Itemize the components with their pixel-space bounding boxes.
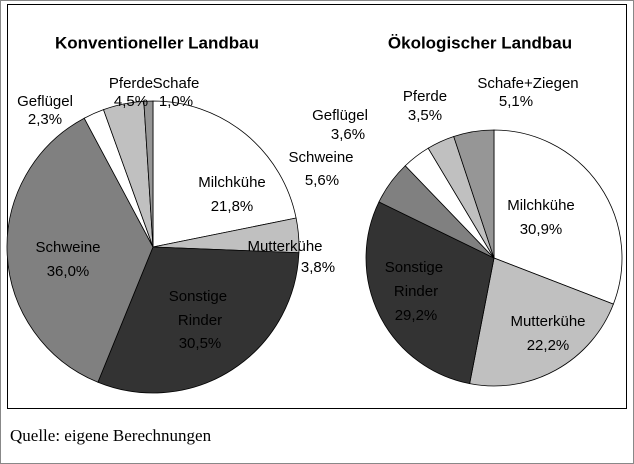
slice-label: Schweine (35, 239, 100, 256)
value-label: 5,1% (499, 93, 533, 110)
slice-label: Schweine (288, 149, 353, 166)
pie-slice (6, 117, 154, 383)
slice-label: Sonstige Rinder (169, 288, 232, 329)
value-label: 3,5% (408, 107, 442, 124)
slice-label: Sonstige Rinder (385, 259, 448, 300)
value-label: 21,8% (211, 198, 254, 215)
pie-slice (143, 100, 154, 248)
label-line: Rinder (394, 283, 438, 300)
slice-label: Geflügel (17, 93, 73, 110)
label-line: Sonstige (385, 259, 448, 276)
slice-label: Schafe (153, 75, 200, 92)
slice-label: Milchkühe (507, 197, 575, 214)
label-line: Sonstige (169, 288, 232, 305)
pie-slice (469, 257, 614, 387)
pie-slice (453, 129, 495, 259)
label-line: Rinder (178, 312, 222, 329)
value-label: 1,0% (159, 93, 193, 110)
value-label: 3,8% (301, 259, 335, 276)
slice-label: Schafe+Ziegen (477, 75, 578, 92)
slice-label: Geflügel (312, 107, 368, 124)
value-label: 29,2% (395, 307, 438, 324)
value-label: 36,0% (47, 263, 90, 280)
slice-label: Pferde (109, 75, 153, 92)
value-label: 2,3% (28, 111, 62, 128)
value-label: 22,2% (527, 337, 570, 354)
pie-slice (365, 201, 495, 385)
slice-label: Pferde (403, 88, 447, 105)
pie-slice (97, 246, 300, 394)
value-label: 5,6% (305, 172, 339, 189)
value-label: 30,5% (179, 335, 222, 352)
slice-label: Mutterkühe (510, 313, 585, 330)
source: Quelle: eigene Berechnungen (10, 426, 212, 445)
slice-label: Mutterkühe (247, 238, 322, 255)
value-label: 30,9% (520, 221, 563, 238)
value-label: 3,6% (331, 126, 365, 143)
value-label: 4,5% (114, 93, 148, 110)
chart-title: Konventioneller Landbau (55, 33, 259, 52)
chart-title: Ökologischer Landbau (388, 33, 572, 52)
slice-label: Milchkühe (198, 174, 266, 191)
pie-slice (493, 129, 623, 305)
pie-slice (152, 100, 297, 248)
